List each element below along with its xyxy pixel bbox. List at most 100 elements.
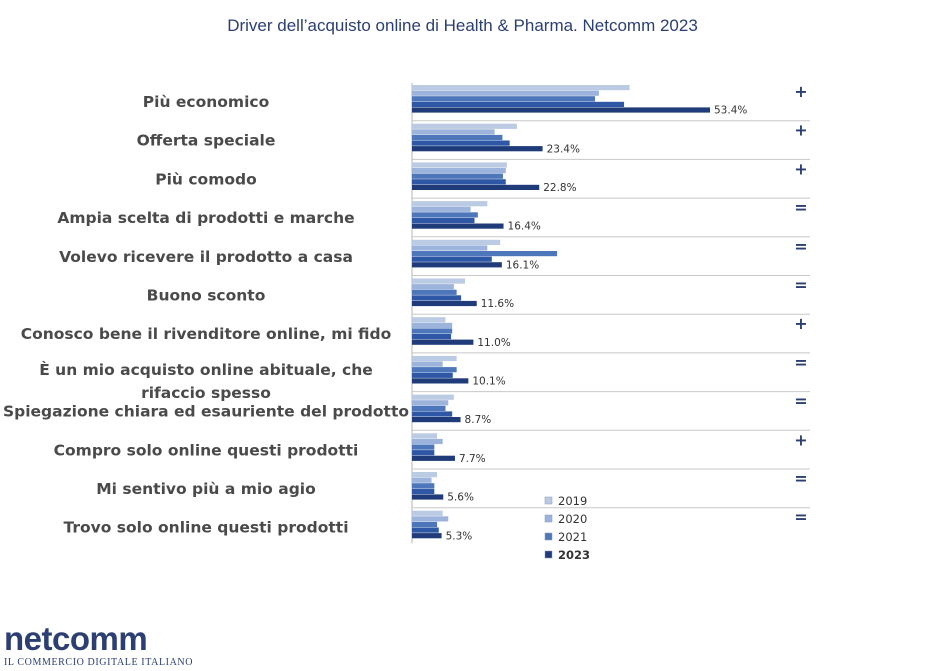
bar-2019	[412, 472, 438, 478]
bar-2021	[412, 444, 435, 450]
bar-2023	[412, 184, 540, 190]
bar-2019	[412, 201, 488, 207]
bar-2019	[412, 394, 454, 400]
bar-2022	[412, 450, 435, 456]
bar-2019	[412, 355, 457, 362]
bar-2020	[412, 477, 432, 483]
legend-label: 2021	[558, 530, 587, 544]
category-label: Volevo ricevere il prodotto a casa	[59, 248, 353, 266]
value-label: 16.1%	[506, 259, 539, 271]
bar-2022	[412, 217, 475, 224]
bar-2023	[412, 146, 543, 152]
category-label: Compro solo online questi prodotti	[54, 441, 359, 459]
bar-2022	[412, 140, 510, 146]
bar-2023	[412, 417, 461, 423]
bar-2022	[412, 411, 453, 417]
bar-2023	[412, 223, 504, 229]
bar-2022	[412, 295, 462, 301]
bar-2020	[412, 245, 488, 251]
category-label: Ampia scelta di prodotti e marche	[57, 209, 354, 227]
category-label: Più economico	[143, 93, 269, 111]
bar-2019	[412, 433, 438, 439]
legend-swatch	[544, 532, 553, 541]
bar-2022	[412, 372, 453, 378]
value-label: 7.7%	[459, 453, 486, 465]
bar-2023	[412, 533, 442, 539]
category-label: Offerta speciale	[137, 132, 276, 150]
value-label: 11.0%	[477, 337, 510, 349]
value-label: 8.7%	[465, 414, 492, 426]
value-label: 5.6%	[447, 492, 474, 504]
bar-2020	[412, 284, 454, 290]
legend-label: 2019	[558, 494, 587, 508]
bar-2019	[412, 123, 517, 129]
bar-2021	[412, 367, 457, 373]
trend-marker: +	[794, 314, 807, 333]
bar-2020	[412, 322, 453, 328]
trend-marker: +	[794, 121, 807, 140]
bar-2022	[412, 101, 625, 107]
trend-marker: +	[794, 430, 807, 449]
value-label: 22.8%	[543, 182, 576, 194]
trend-marker: =	[794, 276, 807, 295]
trend-marker: =	[794, 508, 807, 527]
bar-2021	[412, 483, 435, 489]
bar-2023	[412, 300, 477, 307]
value-label: 11.6%	[481, 298, 514, 310]
value-label: 10.1%	[472, 376, 505, 388]
bar-2021	[412, 328, 453, 334]
bar-2023	[412, 262, 502, 268]
bar-2019	[412, 317, 446, 323]
bar-2019	[412, 239, 501, 245]
value-label: 16.4%	[508, 221, 541, 233]
bar-2022	[412, 334, 452, 340]
bar-2023	[412, 339, 474, 345]
legend-swatch	[544, 550, 553, 559]
legend-label: 2020	[558, 512, 587, 526]
bar-2020	[412, 168, 506, 174]
category-label: Mi sentivo più a mio agio	[96, 480, 316, 498]
trend-marker: =	[794, 392, 807, 411]
legend-swatch	[544, 496, 553, 505]
category-label: Trovo solo online questi prodotti	[63, 519, 348, 537]
category-label: Più comodo	[155, 170, 256, 188]
bar-2020	[412, 206, 471, 212]
bar-2021	[412, 251, 558, 257]
bar-2022	[412, 256, 492, 262]
trend-marker: =	[794, 237, 807, 256]
category-label: Spiegazione chiara ed esauriente del pro…	[3, 403, 409, 421]
logo-wordmark: netcomm	[4, 620, 148, 657]
bar-2020	[412, 400, 449, 406]
bar-2019	[412, 278, 466, 284]
category-label: Conosco bene il rivenditore online, mi f…	[21, 325, 392, 343]
bar-2020	[412, 129, 495, 135]
value-label: 5.3%	[446, 530, 473, 542]
logo-tagline: IL COMMERCIO DIGITALE ITALIANO	[4, 657, 194, 668]
bar-2020	[412, 361, 443, 367]
trend-marker: +	[794, 159, 807, 178]
bar-2020	[412, 438, 443, 445]
trend-marker: +	[794, 82, 807, 101]
bar-2021	[412, 289, 457, 295]
category-label: È un mio acquisto online abituale, che ri…	[39, 360, 373, 402]
bar-2022	[412, 179, 506, 185]
bar-2021	[412, 405, 446, 411]
trend-marker: =	[794, 353, 807, 372]
bar-2020	[412, 90, 599, 96]
bar-2021	[412, 521, 438, 528]
bar-2021	[412, 173, 503, 179]
bar-2022	[412, 488, 435, 494]
chart-title: Driver dell’acquisto online di Health & …	[227, 16, 698, 35]
trend-marker: =	[794, 198, 807, 217]
bar-2023	[412, 107, 710, 113]
bar-2019	[412, 162, 507, 168]
category-label: Buono sconto	[147, 287, 266, 305]
bar-2019	[412, 510, 443, 516]
bar-2022	[412, 527, 439, 533]
trend-marker: =	[794, 469, 807, 488]
bar-2020	[412, 516, 449, 522]
bar-2023	[412, 494, 444, 500]
netcomm-logo: netcomm IL COMMERCIO DIGITALE ITALIANO	[4, 620, 194, 669]
legend-label: 2023	[558, 548, 590, 562]
